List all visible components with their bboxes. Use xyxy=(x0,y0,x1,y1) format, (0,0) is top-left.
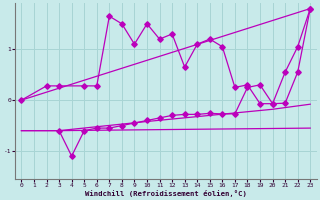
X-axis label: Windchill (Refroidissement éolien,°C): Windchill (Refroidissement éolien,°C) xyxy=(85,190,247,197)
